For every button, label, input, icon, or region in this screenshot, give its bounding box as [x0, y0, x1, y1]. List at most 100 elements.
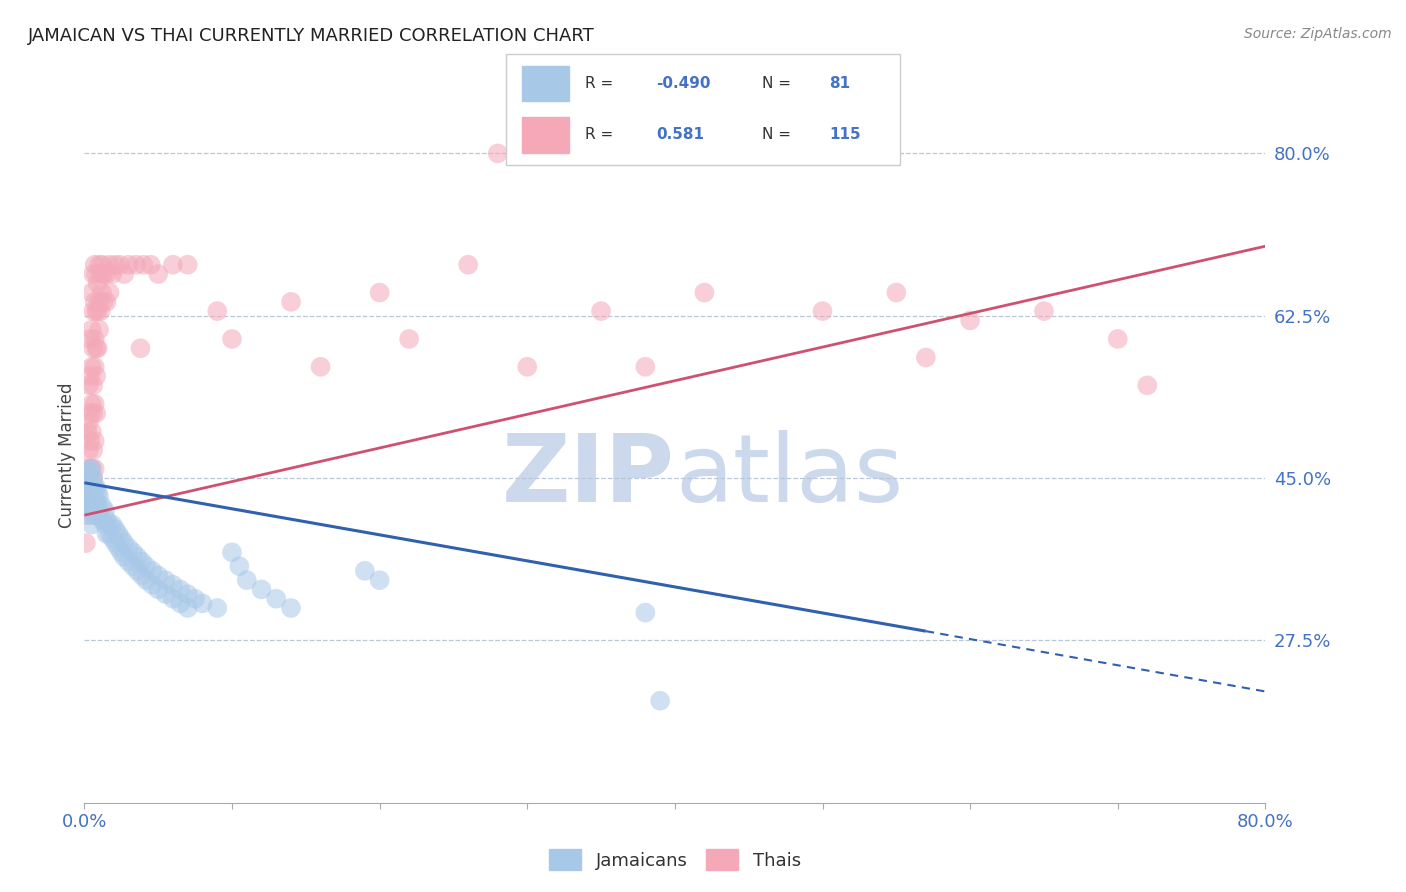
Point — [86, 304, 108, 318]
Point — [82, 267, 104, 281]
Point — [86, 485, 108, 500]
Point — [83, 490, 105, 504]
Point — [79, 467, 101, 481]
Point — [101, 532, 124, 546]
Point — [94, 517, 117, 532]
Point — [228, 559, 250, 574]
FancyBboxPatch shape — [522, 66, 569, 102]
Point — [76, 462, 98, 476]
Point — [87, 503, 111, 517]
Point — [131, 555, 153, 569]
Point — [177, 601, 200, 615]
Point — [75, 480, 97, 494]
Text: 81: 81 — [830, 76, 851, 91]
Point — [368, 573, 391, 587]
Point — [127, 549, 149, 564]
Point — [101, 517, 124, 532]
Point — [83, 397, 105, 411]
Point — [79, 499, 101, 513]
Point — [79, 462, 101, 476]
Text: ZIP: ZIP — [502, 430, 675, 522]
Point — [135, 559, 157, 574]
Point — [77, 416, 100, 430]
Point — [75, 508, 97, 523]
Point — [221, 545, 243, 559]
Point — [177, 587, 200, 601]
Point — [155, 573, 177, 587]
Text: N =: N = — [762, 76, 796, 91]
Point — [1032, 304, 1054, 318]
Point — [91, 285, 114, 300]
Point — [184, 591, 207, 606]
Point — [177, 258, 200, 272]
Point — [886, 285, 908, 300]
Point — [75, 490, 97, 504]
Point — [83, 508, 105, 523]
Point — [82, 378, 104, 392]
Point — [82, 406, 104, 420]
Point — [398, 332, 420, 346]
Point — [82, 304, 104, 318]
Text: 0.581: 0.581 — [655, 128, 704, 143]
Text: atlas: atlas — [675, 430, 903, 522]
Point — [86, 499, 108, 513]
Point — [79, 490, 101, 504]
Point — [82, 471, 104, 485]
Point — [83, 434, 105, 448]
Text: R =: R = — [585, 76, 619, 91]
Point — [98, 526, 121, 541]
Point — [205, 304, 228, 318]
Point — [90, 304, 112, 318]
Point — [148, 267, 170, 281]
Point — [693, 285, 716, 300]
Point — [91, 513, 114, 527]
FancyBboxPatch shape — [506, 54, 900, 165]
Point — [148, 568, 170, 582]
Point — [162, 578, 184, 592]
Point — [98, 517, 121, 532]
Point — [83, 480, 105, 494]
Point — [108, 258, 131, 272]
Point — [118, 541, 141, 555]
Point — [141, 578, 163, 592]
Point — [80, 397, 103, 411]
Point — [93, 294, 115, 309]
Point — [914, 351, 936, 365]
Point — [94, 503, 117, 517]
Point — [77, 378, 100, 392]
Point — [104, 258, 127, 272]
Point — [125, 258, 148, 272]
Point — [162, 258, 184, 272]
Point — [77, 499, 100, 513]
Point — [235, 573, 259, 587]
Point — [84, 369, 107, 384]
Point — [122, 545, 145, 559]
Text: R =: R = — [585, 128, 619, 143]
Point — [79, 434, 101, 448]
Point — [76, 490, 98, 504]
Point — [107, 541, 129, 555]
Point — [221, 332, 243, 346]
Point — [141, 564, 163, 578]
Point — [84, 406, 107, 420]
Point — [84, 304, 107, 318]
Point — [75, 480, 97, 494]
Point — [77, 499, 100, 513]
Point — [162, 591, 184, 606]
Point — [634, 359, 657, 374]
Point — [77, 471, 100, 485]
Point — [80, 425, 103, 439]
Point — [127, 564, 149, 578]
Point — [80, 323, 103, 337]
Point — [516, 359, 538, 374]
Point — [264, 591, 288, 606]
Point — [118, 555, 141, 569]
Point — [80, 499, 103, 513]
Point — [82, 485, 104, 500]
Point — [84, 267, 107, 281]
Point — [131, 568, 153, 582]
Point — [96, 513, 118, 527]
Point — [122, 559, 145, 574]
Point — [148, 582, 170, 597]
Point — [84, 494, 107, 508]
